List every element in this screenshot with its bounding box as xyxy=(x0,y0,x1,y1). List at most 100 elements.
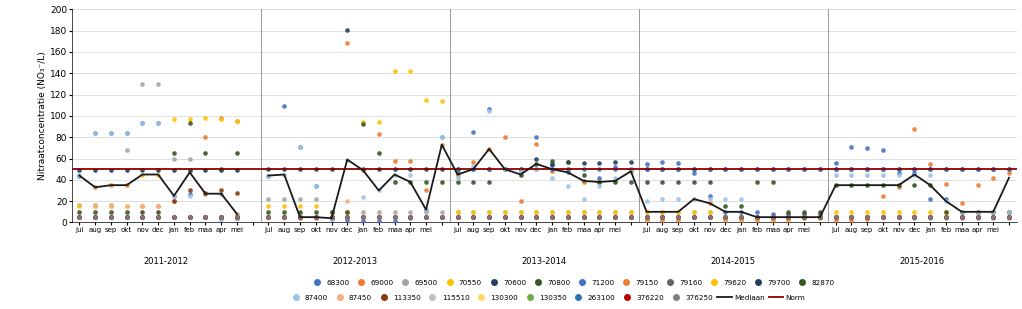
Point xyxy=(843,215,860,220)
Point xyxy=(308,215,324,220)
Point xyxy=(670,180,687,184)
Point xyxy=(402,215,418,220)
Point xyxy=(922,183,938,188)
Point xyxy=(276,215,292,220)
Point xyxy=(386,180,403,184)
Point xyxy=(654,210,670,214)
Point xyxy=(843,215,860,220)
Point xyxy=(607,210,623,214)
Point xyxy=(182,191,198,196)
Point xyxy=(433,210,450,214)
Point xyxy=(276,215,292,220)
Point xyxy=(890,215,907,220)
Point xyxy=(560,159,576,164)
Point xyxy=(954,201,970,206)
Point xyxy=(182,116,198,121)
Point xyxy=(87,215,103,220)
Point xyxy=(386,215,403,220)
Point xyxy=(182,193,198,198)
Point xyxy=(213,188,229,193)
Point xyxy=(418,167,434,171)
Point xyxy=(907,126,923,131)
Point xyxy=(119,215,135,220)
Point xyxy=(229,215,245,220)
Point xyxy=(150,215,167,220)
Point xyxy=(686,215,702,220)
Point xyxy=(796,215,812,220)
Point xyxy=(796,215,812,220)
Point xyxy=(371,215,387,220)
Point xyxy=(1001,167,1017,171)
Point xyxy=(497,215,513,220)
Point xyxy=(938,215,955,220)
Point xyxy=(544,163,560,167)
Point xyxy=(938,197,955,201)
Point xyxy=(907,215,923,220)
Point xyxy=(969,183,985,188)
Point xyxy=(276,172,292,177)
Point xyxy=(308,215,324,220)
Point xyxy=(323,217,339,222)
Point xyxy=(560,215,576,220)
Point xyxy=(639,167,655,171)
Point xyxy=(418,215,434,220)
Point xyxy=(749,218,765,223)
Point xyxy=(481,215,498,220)
Point xyxy=(134,210,150,214)
Point xyxy=(308,184,324,189)
Point xyxy=(229,215,245,220)
Point xyxy=(292,216,309,221)
Point xyxy=(575,178,592,183)
Point xyxy=(433,215,450,220)
Point xyxy=(686,197,702,201)
Point xyxy=(969,215,985,220)
Point xyxy=(811,215,828,220)
Point xyxy=(733,215,749,220)
Point xyxy=(72,215,88,220)
Point xyxy=(433,215,450,220)
Point xyxy=(371,215,387,220)
Point xyxy=(308,215,324,220)
Point xyxy=(954,210,970,214)
Point xyxy=(811,167,828,171)
Point xyxy=(544,167,560,171)
Point xyxy=(87,215,103,220)
Point xyxy=(654,167,670,171)
Point xyxy=(890,215,907,220)
Point xyxy=(733,218,749,223)
Point xyxy=(749,215,765,220)
Point xyxy=(890,215,907,220)
Point xyxy=(796,215,812,220)
Point xyxy=(1001,215,1017,220)
Point xyxy=(134,215,150,220)
Point xyxy=(433,99,450,104)
Point xyxy=(907,167,923,171)
Point xyxy=(544,215,560,220)
Point xyxy=(811,215,828,220)
Point xyxy=(1001,210,1017,214)
Point xyxy=(213,116,229,121)
Y-axis label: Nitraatconcentratie (NO₃⁻/L): Nitraatconcentratie (NO₃⁻/L) xyxy=(39,52,47,180)
Point xyxy=(828,215,844,220)
Point xyxy=(860,167,876,171)
Point xyxy=(355,215,371,220)
Point xyxy=(497,210,513,214)
Point xyxy=(639,161,655,166)
Point xyxy=(875,215,891,220)
Point xyxy=(954,210,970,214)
Point xyxy=(308,215,324,220)
Point xyxy=(465,215,481,220)
Point xyxy=(134,121,150,126)
Point xyxy=(497,167,513,171)
Point xyxy=(276,215,292,220)
Point xyxy=(386,215,403,220)
Point xyxy=(591,215,607,220)
Point xyxy=(87,130,103,135)
Point xyxy=(1001,216,1017,221)
Point xyxy=(355,215,371,220)
Point xyxy=(465,215,481,220)
Point xyxy=(607,215,623,220)
Point xyxy=(339,210,356,214)
Point xyxy=(922,215,938,220)
Point xyxy=(166,151,182,156)
